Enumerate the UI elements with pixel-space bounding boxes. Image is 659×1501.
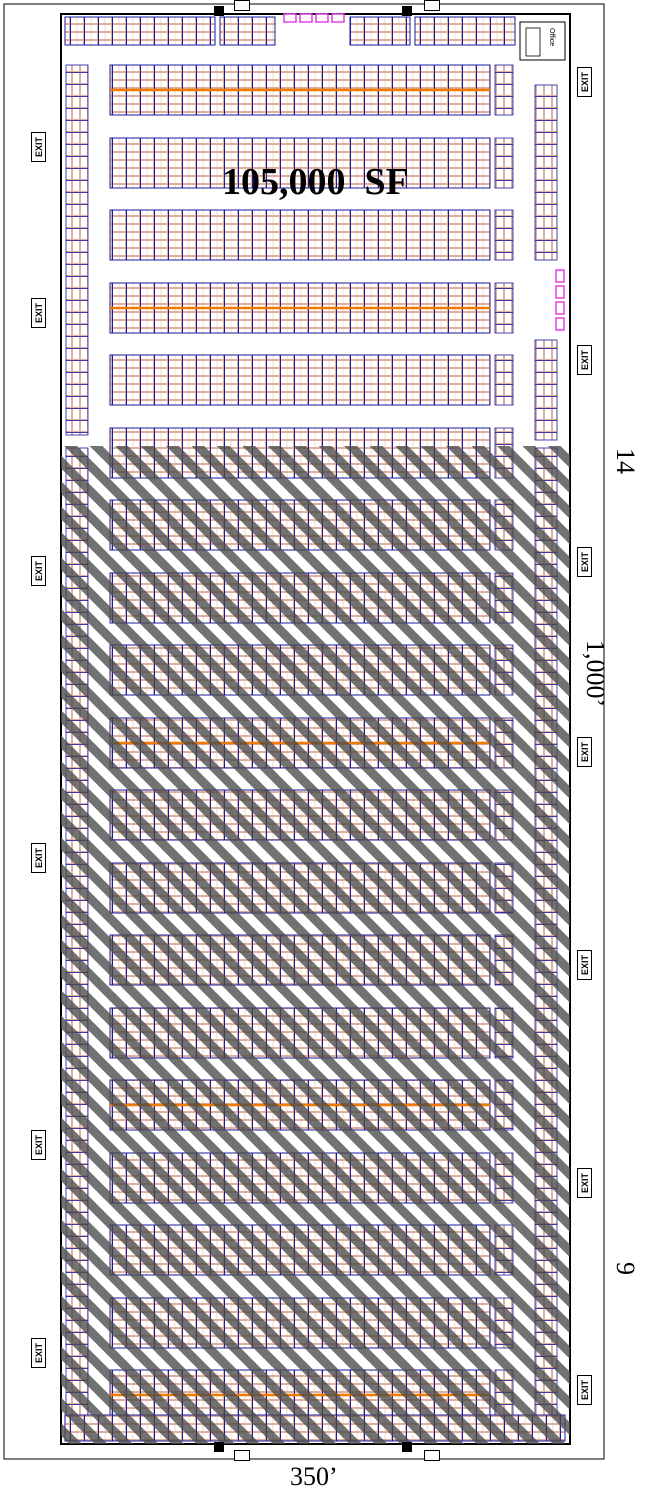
office-label: Office [548, 28, 555, 47]
side-mark-bottom: 9 [611, 1262, 640, 1275]
rack-column-right-2 [534, 339, 558, 441]
rack-row-end [494, 137, 514, 189]
exit-sign-right-4: EXIT [577, 737, 592, 767]
rack-band-top-mid2 [349, 16, 411, 46]
rack-row [109, 209, 491, 261]
exit-sign-left-1: EXIT [31, 132, 46, 162]
rack-row-end [494, 354, 514, 406]
exit-sign-left-2: EXIT [31, 298, 46, 328]
exit-sign-left-6: EXIT [31, 1338, 46, 1368]
dock-doors-top [283, 13, 345, 23]
page-border [3, 3, 605, 1460]
rack-band-top-left [64, 16, 216, 46]
rack-row-end [494, 282, 514, 334]
exit-sign-left-4: EXIT [31, 843, 46, 873]
rack-band-top-mid [219, 16, 276, 46]
exit-sign-right-6: EXIT [577, 1168, 592, 1198]
door-stubs [214, 6, 412, 1452]
exit-sign-right-1: EXIT [577, 67, 592, 97]
area-label: 105,000 SF [222, 161, 409, 203]
rack-row-end [494, 64, 514, 116]
rack-row [109, 137, 491, 189]
hatched-area [61, 446, 570, 1444]
top-exit-box-left [234, 0, 250, 11]
rack-band-top-right [414, 16, 516, 46]
bottom-exit-box-right [424, 1450, 440, 1461]
side-mark-top: 14 [611, 448, 640, 474]
top-exit-box-right [424, 0, 440, 11]
exit-sign-right-3: EXIT [577, 547, 592, 577]
rack-row [109, 354, 491, 406]
rack-column-left [65, 64, 89, 436]
exit-sign-right-7: EXIT [577, 1375, 592, 1405]
exit-sign-right-5: EXIT [577, 950, 592, 980]
rack-column-right [534, 84, 558, 261]
exit-sign-left-5: EXIT [31, 1130, 46, 1160]
length-dimension: 1,000’ [581, 640, 610, 708]
exit-sign-left-3: EXIT [31, 556, 46, 586]
width-dimension: 350’ [290, 1462, 338, 1491]
office-room [525, 27, 541, 57]
bottom-exit-box-left [234, 1450, 250, 1461]
rack-row-end [494, 209, 514, 261]
exit-sign-right-2: EXIT [577, 345, 592, 375]
dock-doors-right [555, 269, 565, 331]
